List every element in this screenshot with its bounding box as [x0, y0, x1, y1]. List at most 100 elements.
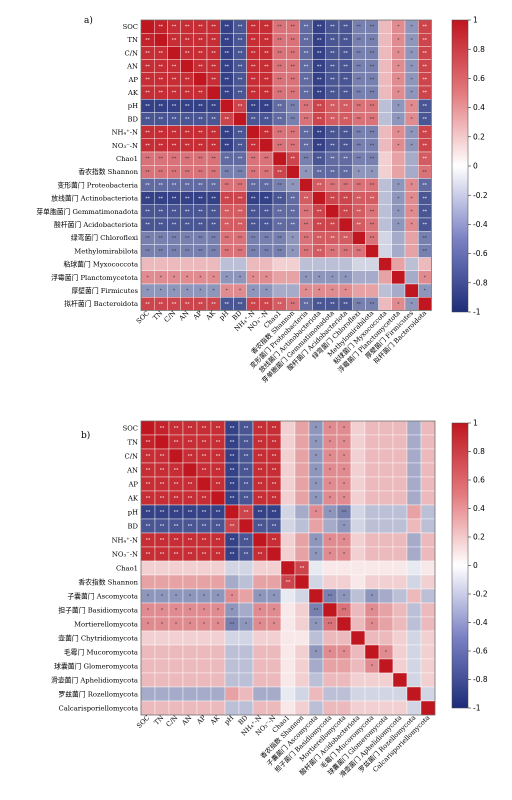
significance-mark: *	[199, 275, 202, 281]
significance-mark: **	[172, 222, 177, 228]
significance-mark: **	[230, 552, 235, 558]
significance-mark: **	[225, 156, 230, 162]
significance-mark: **	[202, 524, 207, 530]
significance-mark: **	[202, 510, 207, 516]
significance-mark: **	[258, 440, 263, 446]
significance-mark: **	[317, 301, 322, 307]
significance-mark: **	[145, 51, 150, 57]
heatmap-cell	[350, 560, 366, 576]
row-label: NH₄⁺-N	[112, 129, 138, 137]
heatmap-cell	[364, 448, 380, 464]
heatmap-cell	[378, 72, 393, 87]
significance-mark: **	[159, 169, 164, 175]
significance-mark: *	[315, 650, 318, 656]
significance-mark: **	[317, 249, 322, 255]
significance-mark: *	[175, 594, 178, 600]
significance-mark: **	[216, 454, 221, 460]
significance-mark: *	[226, 288, 229, 294]
heatmap-cell	[364, 434, 380, 450]
significance-mark: **	[357, 301, 362, 307]
significance-mark: **	[172, 77, 177, 83]
significance-mark: *	[424, 275, 427, 281]
heatmap-cell	[294, 532, 310, 548]
significance-mark: **	[277, 77, 282, 83]
significance-mark: *	[239, 275, 242, 281]
heatmap-cell	[406, 560, 422, 576]
significance-mark: *	[329, 496, 332, 502]
significance-mark: **	[188, 426, 193, 432]
heatmap-cell	[308, 588, 324, 604]
significance-mark: **	[343, 51, 348, 57]
significance-mark: **	[230, 538, 235, 544]
heatmap-cell	[404, 257, 419, 272]
significance-mark: *	[371, 664, 374, 670]
heatmap-cell	[420, 476, 436, 492]
significance-mark: **	[174, 552, 179, 558]
heatmap-cell	[378, 125, 393, 139]
significance-mark: *	[147, 594, 150, 600]
heatmap-border	[140, 420, 436, 716]
significance-mark: **	[370, 301, 375, 307]
significance-mark: **	[264, 103, 269, 109]
heatmap-cell	[224, 560, 240, 576]
row-label: 浮霉菌门 Planctomycetota	[51, 273, 138, 282]
heatmap-cell	[365, 283, 379, 298]
heatmap-cell	[210, 630, 226, 646]
significance-mark: **	[185, 90, 190, 96]
significance-mark: **	[330, 235, 335, 241]
significance-mark: **	[251, 249, 256, 255]
colorbar-tick-label: 1	[473, 16, 478, 25]
heatmap-cell	[365, 257, 379, 272]
significance-mark: *	[146, 288, 149, 294]
heatmap-cell	[364, 630, 380, 646]
significance-mark: **	[198, 249, 203, 255]
colorbar-tick-label: 0.4	[473, 504, 485, 513]
significance-mark: **	[328, 594, 333, 600]
heatmap-cell	[246, 257, 261, 272]
significance-mark: **	[244, 538, 249, 544]
heatmap-cell	[299, 257, 313, 272]
significance-mark: **	[291, 77, 296, 83]
significance-mark: **	[238, 51, 243, 57]
significance-mark: **	[174, 440, 179, 446]
colorbar-tick-label: 0.6	[473, 74, 485, 83]
significance-mark: **	[272, 468, 277, 474]
row-label: BD	[128, 115, 139, 123]
heatmap-cell	[224, 686, 240, 702]
heatmap-cell	[154, 644, 170, 660]
significance-mark: *	[397, 301, 400, 307]
significance-mark: **	[370, 51, 375, 57]
heatmap-cell	[322, 560, 338, 576]
heatmap-cell	[154, 686, 170, 702]
significance-mark: **	[185, 117, 190, 123]
significance-mark: **	[291, 24, 296, 30]
heatmap-cell	[238, 574, 254, 590]
significance-mark: *	[424, 288, 427, 294]
heatmap-cell	[286, 270, 300, 285]
significance-mark: **	[238, 37, 243, 43]
significance-mark: **	[357, 64, 362, 70]
significance-mark: **	[264, 77, 269, 83]
significance-mark: *	[315, 454, 318, 460]
significance-mark: **	[370, 156, 375, 162]
significance-mark: *	[252, 288, 255, 294]
significance-mark: **	[317, 77, 322, 83]
column-label: AN	[177, 309, 191, 323]
heatmap-cell	[404, 283, 419, 298]
significance-mark: **	[238, 24, 243, 30]
significance-mark: **	[225, 169, 230, 175]
colorbar-tick-label: 0.2	[473, 132, 485, 141]
heatmap-cell	[153, 33, 168, 47]
heatmap-cell	[280, 504, 296, 520]
significance-mark: *	[344, 288, 347, 294]
heatmap-cell	[322, 602, 338, 618]
heatmap-cell	[406, 518, 422, 534]
heatmap-cell	[350, 532, 366, 548]
significance-mark: **	[258, 496, 263, 502]
column-label: TN	[151, 309, 164, 322]
significance-mark: *	[315, 552, 318, 558]
heatmap-cell	[350, 686, 366, 702]
significance-mark: **	[357, 37, 362, 43]
significance-mark: **	[225, 77, 230, 83]
significance-mark: **	[277, 24, 282, 30]
